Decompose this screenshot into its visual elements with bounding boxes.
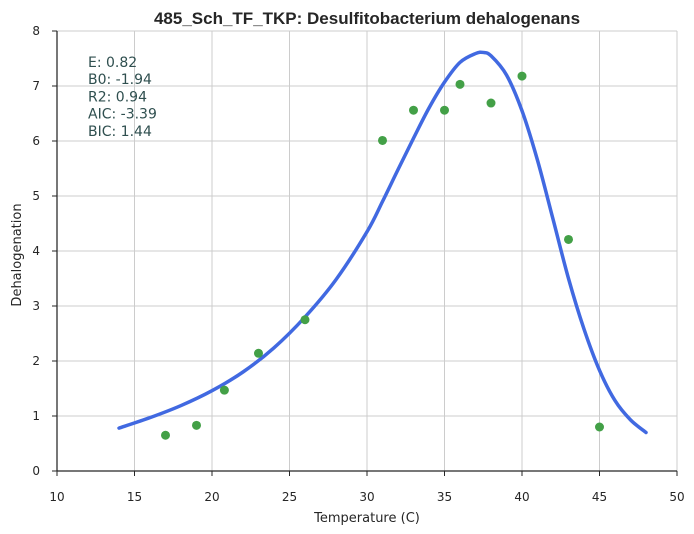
x-tick-label: 25: [282, 490, 297, 504]
x-axis-label: Temperature (C): [313, 511, 420, 526]
chart-title: 485_Sch_TF_TKP: Desulfitobacterium dehal…: [154, 9, 580, 28]
fit-stat-label: E: 0.82: [88, 55, 137, 71]
data-point: [486, 98, 496, 108]
data-point: [595, 422, 604, 432]
y-tick-label: 8: [32, 24, 40, 38]
y-tick-label: 1: [32, 409, 40, 423]
data-point: [455, 79, 465, 89]
data-point: [378, 135, 387, 145]
fit-stat-label: B0: -1.94: [88, 72, 152, 88]
x-tick-label: 40: [514, 490, 529, 504]
series: [117, 50, 648, 440]
data-point: [219, 385, 229, 395]
y-tick-label: 3: [32, 299, 40, 313]
x-tick-label: 45: [592, 490, 607, 504]
x-tick-label: 30: [359, 490, 374, 504]
data-point: [300, 315, 310, 325]
fit-curve: [117, 50, 648, 435]
grid: [57, 30, 678, 471]
data-point: [192, 420, 201, 430]
y-axis-label: Dehalogenation: [10, 203, 25, 306]
x-tick-label: 50: [669, 490, 684, 504]
data-point: [161, 430, 170, 440]
fit-stat-label: AIC: -3.39: [88, 107, 157, 123]
fit-stat-label: BIC: 1.44: [88, 124, 152, 140]
y-tick-label: 7: [32, 79, 40, 93]
x-tick-label: 10: [49, 490, 64, 504]
y-tick-label: 2: [32, 354, 40, 368]
y-tick-label: 5: [32, 189, 40, 203]
data-point: [409, 105, 418, 115]
x-tick-label: 35: [437, 490, 452, 504]
y-tick-label: 0: [32, 464, 40, 478]
y-tick-label: 6: [32, 134, 40, 148]
fit-stat-label: R2: 0.94: [88, 89, 147, 105]
x-tick-label: 20: [204, 490, 219, 504]
y-tick-label: 4: [32, 244, 40, 258]
data-point: [564, 234, 573, 244]
x-tick-label: 15: [127, 490, 142, 504]
data-point: [517, 71, 527, 81]
data-point: [440, 105, 449, 115]
data-point: [254, 348, 263, 358]
